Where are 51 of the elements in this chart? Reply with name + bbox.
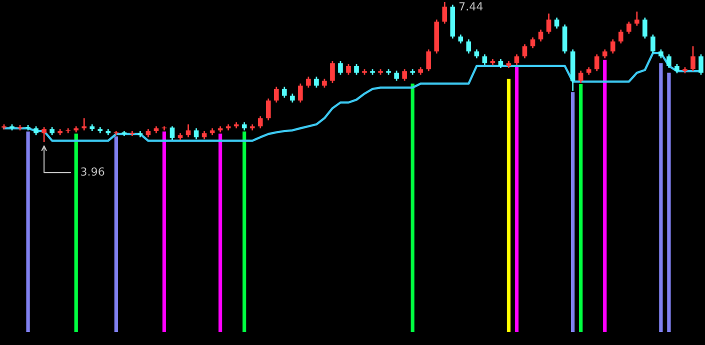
candlestick	[690, 46, 696, 72]
candlestick	[274, 86, 279, 104]
candlestick	[346, 63, 351, 76]
bar	[571, 92, 575, 332]
bar	[242, 131, 246, 332]
candlestick	[522, 44, 528, 59]
bar	[603, 60, 607, 332]
bar	[26, 131, 30, 332]
bar	[659, 63, 663, 332]
candlestick	[338, 60, 343, 76]
bar	[514, 66, 519, 332]
bar	[162, 131, 166, 332]
bar	[74, 134, 78, 332]
candlestick	[354, 63, 359, 76]
candlestick	[306, 76, 311, 88]
candlestick	[402, 68, 407, 82]
candlestick	[594, 54, 600, 72]
bar	[410, 84, 414, 332]
candlestick	[698, 54, 704, 76]
candlestick	[266, 98, 271, 121]
candlestick	[394, 70, 399, 82]
candlestick	[330, 60, 335, 84]
candlestick	[282, 86, 287, 98]
candlestick	[258, 116, 263, 129]
candlestick	[618, 28, 624, 44]
candlestick	[650, 34, 656, 54]
candlestick	[298, 82, 303, 104]
candlestick	[626, 21, 632, 34]
annotation: 7.44	[459, 2, 483, 10]
candlestick	[538, 28, 544, 42]
candlestick	[642, 16, 648, 40]
candlestick	[546, 12, 552, 34]
candlestick	[170, 126, 175, 141]
candlestick	[578, 70, 584, 84]
bar	[114, 136, 118, 332]
candlestick	[666, 54, 672, 69]
candlestick	[426, 48, 432, 72]
candlestick	[82, 117, 87, 132]
candlestick	[42, 126, 46, 143]
candlestick	[674, 63, 680, 74]
candlestick	[314, 76, 319, 88]
candlestick	[554, 16, 560, 30]
bar	[579, 84, 583, 332]
candlestick	[610, 38, 616, 54]
bar	[667, 72, 671, 332]
bar	[218, 134, 222, 332]
text: 3.96	[81, 167, 104, 176]
bar	[506, 78, 511, 332]
candlestick	[466, 38, 472, 54]
candlestick	[442, 1, 448, 24]
candlestick	[634, 10, 640, 26]
